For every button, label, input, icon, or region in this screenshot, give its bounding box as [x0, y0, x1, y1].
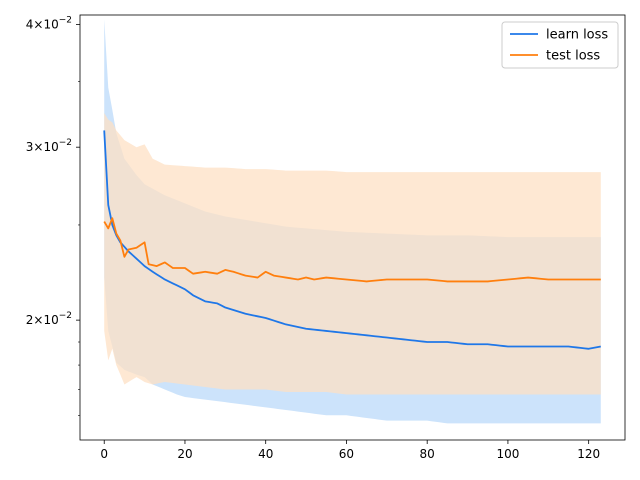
confidence-bands	[104, 19, 601, 424]
plot-frame	[79, 14, 626, 441]
x-tick-label: 100	[496, 447, 519, 461]
x-tick-label: 60	[339, 447, 354, 461]
legend-label: test loss	[546, 49, 600, 64]
x-tick-label: 80	[420, 447, 435, 461]
x-tick-label: 40	[258, 447, 273, 461]
y-tick-label: 4×10−2	[26, 15, 72, 31]
x-tick-label: 20	[177, 447, 192, 461]
y-tick-label: 3×10−2	[26, 138, 72, 154]
x-axis: 0 20 40 60 80 100 120	[100, 440, 600, 461]
band-test-loss	[104, 113, 601, 395]
y-axis: 2×10−2 3×10−2 4×10−2	[26, 15, 80, 416]
x-tick-label: 120	[577, 447, 600, 461]
legend: learn loss test loss	[501, 21, 619, 69]
x-tick-label: 0	[100, 447, 108, 461]
legend-label: learn loss	[546, 28, 608, 43]
line-learn-loss	[103, 130, 601, 350]
line-test-loss	[103, 217, 601, 283]
series-lines	[103, 130, 601, 350]
y-tick-label: 2×10−2	[26, 311, 72, 327]
